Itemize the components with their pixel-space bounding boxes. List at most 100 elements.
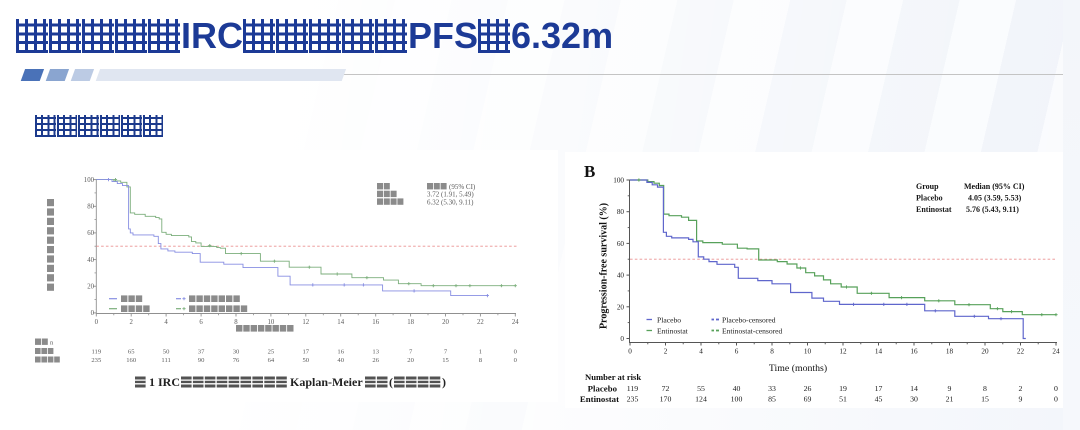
- svg-text:7: 7: [444, 349, 448, 356]
- svg-text:18: 18: [946, 348, 954, 356]
- svg-text:119: 119: [627, 384, 639, 393]
- svg-text:9: 9: [1019, 395, 1023, 404]
- svg-text:72: 72: [662, 384, 670, 393]
- svg-text:45: 45: [875, 395, 883, 404]
- svg-text:20: 20: [617, 303, 625, 311]
- svg-text:14: 14: [337, 319, 344, 326]
- svg-text:Entinostat: Entinostat: [580, 394, 619, 404]
- svg-text:8: 8: [770, 348, 774, 356]
- svg-text:3.72 (1.91, 5.49): 3.72 (1.91, 5.49): [427, 191, 474, 199]
- svg-text:(: (: [389, 375, 393, 389]
- svg-text:33: 33: [768, 384, 776, 393]
- svg-text:60: 60: [617, 240, 625, 248]
- svg-text:111: 111: [161, 357, 170, 364]
- svg-text:17: 17: [875, 384, 883, 393]
- svg-text:40: 40: [733, 384, 741, 393]
- svg-text:19: 19: [839, 384, 847, 393]
- svg-text:26: 26: [804, 384, 812, 393]
- svg-text:20: 20: [407, 357, 414, 364]
- svg-text:0: 0: [514, 357, 518, 364]
- svg-text:22: 22: [477, 319, 484, 326]
- svg-text:Placebo: Placebo: [588, 384, 618, 394]
- svg-text:Entinostat: Entinostat: [916, 205, 952, 214]
- svg-text:1: 1: [479, 349, 482, 356]
- svg-text:2: 2: [129, 319, 133, 326]
- svg-text:37: 37: [198, 349, 205, 356]
- svg-text:14: 14: [875, 348, 883, 356]
- svg-text:12: 12: [302, 319, 309, 326]
- svg-text:8: 8: [234, 319, 238, 326]
- svg-text:30: 30: [233, 349, 240, 356]
- svg-text:1 IRC: 1 IRC: [149, 375, 180, 389]
- svg-text:13: 13: [372, 349, 379, 356]
- svg-text:12: 12: [839, 348, 847, 356]
- svg-text:8: 8: [983, 384, 987, 393]
- svg-text:8: 8: [479, 357, 483, 364]
- svg-text:B: B: [584, 162, 595, 181]
- svg-text:Entinostat: Entinostat: [657, 327, 689, 336]
- svg-text:40: 40: [87, 257, 94, 264]
- svg-text:Group: Group: [916, 182, 939, 191]
- svg-text:n: n: [50, 340, 54, 347]
- svg-text:Placebo: Placebo: [657, 316, 681, 325]
- svg-text:(95% CI): (95% CI): [449, 183, 476, 191]
- svg-text:Progression-free survival (%): Progression-free survival (%): [599, 203, 610, 329]
- svg-text:65: 65: [128, 349, 135, 356]
- svg-text:0: 0: [1054, 395, 1058, 404]
- svg-text:21: 21: [946, 395, 954, 404]
- svg-text:0: 0: [514, 349, 518, 356]
- svg-text:25: 25: [268, 349, 275, 356]
- svg-text:235: 235: [91, 357, 102, 364]
- svg-text:100: 100: [731, 395, 743, 404]
- svg-text:Kaplan-Meier: Kaplan-Meier: [290, 375, 363, 389]
- svg-text:55: 55: [697, 384, 705, 393]
- svg-text:76: 76: [233, 357, 240, 364]
- svg-text:16: 16: [372, 319, 379, 326]
- svg-text:10: 10: [804, 348, 812, 356]
- svg-text:15: 15: [981, 395, 989, 404]
- svg-text:Placebo: Placebo: [916, 194, 943, 203]
- svg-text:80: 80: [87, 204, 94, 211]
- svg-text:14: 14: [910, 384, 918, 393]
- svg-text:7: 7: [409, 349, 413, 356]
- svg-text:5.76 (5.43, 9.11): 5.76 (5.43, 9.11): [966, 205, 1019, 214]
- svg-text:100: 100: [84, 177, 95, 184]
- svg-text:18: 18: [407, 319, 414, 326]
- svg-text:124: 124: [695, 395, 707, 404]
- svg-text:0: 0: [91, 310, 95, 317]
- svg-text:Number at risk: Number at risk: [585, 372, 641, 382]
- svg-text:22: 22: [1017, 348, 1025, 356]
- svg-text:Time (months): Time (months): [769, 363, 827, 374]
- svg-text:90: 90: [198, 357, 205, 364]
- svg-text:6.32 (5.30, 9.11): 6.32 (5.30, 9.11): [427, 198, 474, 206]
- svg-text:2: 2: [1019, 384, 1023, 393]
- svg-text:4.05 (3.59, 5.53): 4.05 (3.59, 5.53): [968, 194, 1022, 203]
- svg-text:16: 16: [910, 348, 918, 356]
- svg-text:160: 160: [126, 357, 137, 364]
- svg-text:6: 6: [735, 348, 739, 356]
- svg-text:6: 6: [199, 319, 203, 326]
- svg-text:119: 119: [91, 349, 101, 356]
- svg-text:50: 50: [303, 357, 310, 364]
- svg-text:2: 2: [664, 348, 668, 356]
- svg-text:69: 69: [804, 395, 812, 404]
- svg-text:30: 30: [910, 395, 918, 404]
- svg-text:15: 15: [442, 357, 449, 364]
- svg-text:Median (95% CI): Median (95% CI): [964, 182, 1025, 191]
- svg-text:): ): [442, 375, 446, 389]
- svg-text:20: 20: [87, 284, 94, 291]
- svg-text:170: 170: [660, 395, 672, 404]
- svg-text:80: 80: [617, 208, 625, 216]
- svg-text:10: 10: [268, 319, 275, 326]
- svg-text:16: 16: [337, 349, 344, 356]
- svg-text:51: 51: [839, 395, 847, 404]
- svg-text:50: 50: [163, 349, 170, 356]
- svg-text:26: 26: [372, 357, 379, 364]
- svg-text:0: 0: [95, 319, 99, 326]
- svg-text:4: 4: [164, 319, 168, 326]
- svg-text:235: 235: [627, 395, 639, 404]
- svg-text:64: 64: [268, 357, 275, 364]
- svg-text:0: 0: [1054, 384, 1058, 393]
- svg-text:85: 85: [768, 395, 776, 404]
- svg-text:100: 100: [613, 177, 624, 185]
